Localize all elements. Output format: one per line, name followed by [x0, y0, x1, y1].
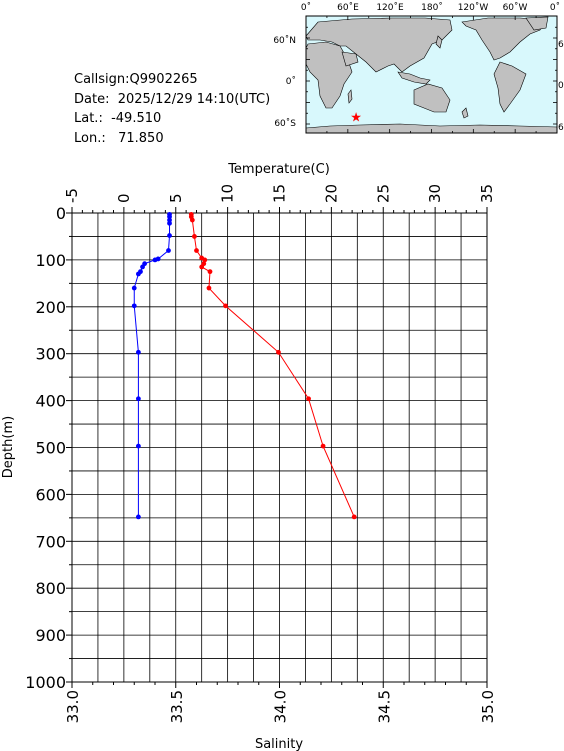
salinity-tick-label: 33.5 — [168, 690, 186, 723]
longitude-text: Lon.: 71.850 — [74, 130, 164, 146]
chart-series — [131, 212, 357, 520]
salinity-point — [167, 217, 172, 223]
depth-tick-label: 800 — [35, 579, 66, 598]
temperature-point — [306, 396, 311, 402]
temperature-point — [223, 303, 228, 309]
salinity-point — [166, 248, 171, 253]
map-lon-label: 120˚E — [376, 2, 404, 13]
temperature-point — [351, 514, 357, 520]
map-lat-label: 0˚ — [286, 76, 296, 87]
greenland-land — [525, 16, 549, 31]
indonesia-land — [397, 71, 431, 85]
depth-axis-label: Depth(m) — [1, 416, 16, 478]
temperature-point — [320, 443, 326, 449]
temperature-tick-label: 15 — [271, 184, 289, 203]
map-lon-label: 120˚W — [458, 2, 489, 13]
temperature-point — [199, 264, 205, 270]
temperature-point — [276, 349, 281, 355]
map-land — [305, 16, 558, 134]
salinity-point — [136, 271, 141, 277]
temperature-tick-label: 5 — [167, 193, 185, 203]
temperature-tick-label: 25 — [374, 184, 392, 203]
arabia-land — [341, 51, 359, 67]
salinity-point — [136, 443, 141, 449]
temperature-point — [189, 217, 195, 223]
map-lon-label: 0˚ — [550, 2, 560, 13]
temperature-tick-label: 20 — [322, 184, 340, 203]
depth-tick-labels: 0 100 200 300 400 500 600 700 800 900 1000 — [25, 204, 66, 692]
temperature-tick-label: 0 — [115, 193, 133, 203]
temperature-tick-label: 35 — [478, 184, 496, 203]
salinity-point — [140, 264, 145, 270]
map-ticks — [305, 16, 558, 133]
temperature-tick-label: -5 — [63, 188, 81, 203]
salinity-point — [131, 285, 137, 291]
salinity-point — [152, 257, 158, 263]
salinity-point — [136, 396, 141, 402]
south-america-land — [493, 61, 527, 113]
map-lon-label: 180˚ — [421, 2, 443, 13]
map-lon-label: 60˚E — [337, 2, 359, 13]
salinity-tick-label: 34.5 — [375, 690, 393, 723]
salinity-tick-label: 35.0 — [479, 690, 497, 723]
map-lon-label: 0˚ — [301, 2, 311, 13]
salinity-point — [131, 303, 137, 309]
temperature-tick-labels: -5 0 5 10 15 20 25 30 35 — [63, 184, 496, 203]
map-lat-label: 0˚ — [558, 80, 564, 91]
depth-tick-label: 400 — [35, 392, 66, 411]
australia-land — [413, 83, 451, 113]
temperature-point — [194, 248, 199, 253]
map-lat-label: 60˚N — [558, 39, 564, 50]
salinity-tick-label: 34.0 — [272, 690, 290, 723]
temperature-point — [206, 285, 212, 291]
africa-land — [305, 41, 353, 109]
salinity-point — [136, 349, 141, 355]
depth-tick-label: 1000 — [25, 673, 66, 692]
temperature-point — [192, 234, 197, 239]
date-text: Date: 2025/12/29 14:10(UTC) — [74, 91, 271, 107]
callsign-text: Callsign:Q9902265 — [74, 72, 198, 87]
chart-grid — [72, 213, 487, 682]
salinity-tick-labels: 33.0 33.5 34.0 34.5 35.0 — [64, 690, 497, 723]
station-marker-icon: ★ — [350, 110, 362, 125]
temperature-tick-label: 30 — [426, 184, 444, 203]
temperature-tick-label: 10 — [219, 184, 237, 203]
depth-tick-label: 500 — [35, 439, 66, 458]
plot-frame — [71, 212, 488, 683]
map-lat-label: 60˚S — [274, 118, 296, 129]
depth-tick-label: 600 — [35, 485, 66, 504]
latitude-text: Lat.: -49.510 — [74, 111, 162, 126]
salinity-point — [167, 220, 172, 226]
new-zealand-land — [461, 107, 469, 119]
salinity-tick-label: 33.0 — [64, 690, 82, 723]
depth-tick-label: 300 — [35, 345, 66, 364]
salinity-point — [167, 233, 172, 238]
temperature-point — [202, 257, 208, 263]
map-lat-label: 60˚S — [558, 122, 564, 133]
salinity-axis-label: Salinity — [255, 737, 303, 751]
salinity-point — [167, 214, 172, 220]
depth-tick-label: 100 — [35, 251, 66, 270]
madagascar-land — [347, 89, 353, 104]
eurasia-land — [305, 17, 453, 73]
temperature-axis-label: Temperature(C) — [227, 162, 330, 177]
depth-tick-label: 700 — [35, 532, 66, 551]
depth-tick-label: 200 — [35, 298, 66, 317]
japan-land — [435, 35, 443, 49]
map-lon-label: 60˚W — [503, 2, 528, 13]
salinity-point — [136, 514, 141, 520]
station-info: Callsign:Q9902265 Date: 2025/12/29 14:10… — [74, 70, 270, 148]
location-map: 0˚ 60˚E 120˚E 180˚ 120˚W 60˚W 0˚ 60˚N 0˚… — [273, 2, 564, 134]
depth-tick-label: 0 — [56, 204, 66, 223]
map-lat-label: 60˚N — [273, 35, 296, 46]
temperature-point — [207, 269, 213, 275]
depth-tick-label: 900 — [35, 626, 66, 645]
